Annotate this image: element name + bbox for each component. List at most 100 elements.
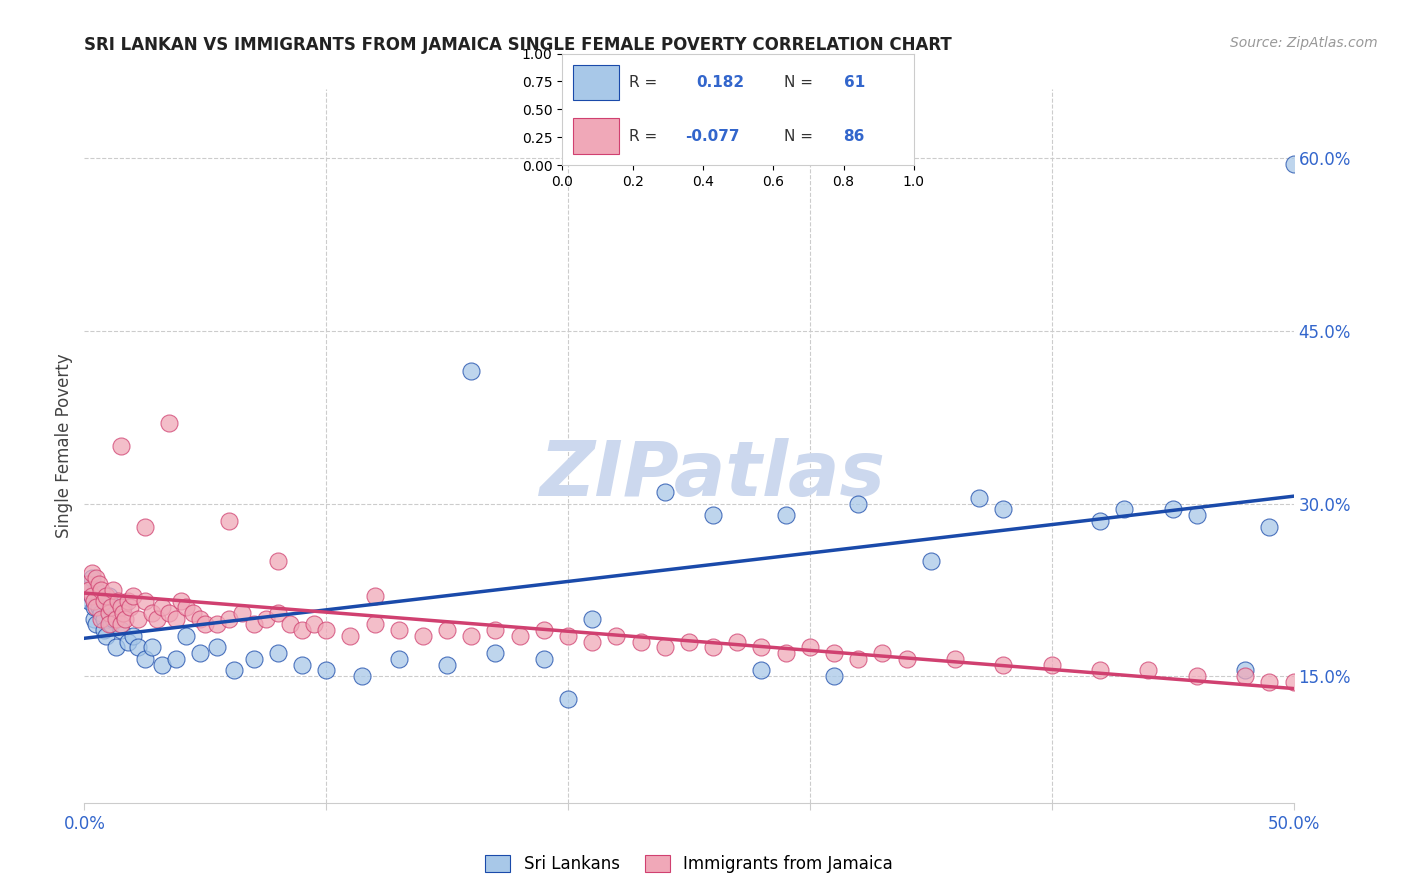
- Point: [97, 606, 120, 620]
- Point: [190, 646, 212, 660]
- Point: [630, 634, 652, 648]
- Point: [83, 594, 105, 608]
- Point: [460, 629, 482, 643]
- Bar: [574, 65, 619, 101]
- Point: [83, 600, 105, 615]
- Point: [267, 606, 290, 620]
- Point: [846, 652, 869, 666]
- Point: [775, 508, 797, 522]
- Point: [117, 594, 139, 608]
- Point: [823, 646, 845, 660]
- Point: [87, 600, 110, 615]
- Text: N =: N =: [785, 75, 813, 90]
- Point: [97, 617, 120, 632]
- Point: [103, 612, 125, 626]
- Point: [1161, 502, 1184, 516]
- Point: [218, 612, 240, 626]
- Y-axis label: Single Female Poverty: Single Female Poverty: [55, 354, 73, 538]
- Point: [1258, 519, 1281, 533]
- Point: [112, 600, 135, 615]
- Point: [605, 629, 627, 643]
- Point: [121, 589, 143, 603]
- Point: [110, 617, 132, 632]
- Text: Source: ZipAtlas.com: Source: ZipAtlas.com: [1230, 36, 1378, 50]
- Text: 86: 86: [844, 128, 865, 144]
- Point: [751, 640, 773, 655]
- Point: [823, 669, 845, 683]
- Point: [242, 617, 264, 632]
- Point: [100, 600, 122, 615]
- Point: [1040, 657, 1063, 672]
- Point: [90, 612, 112, 626]
- Point: [943, 652, 966, 666]
- Point: [1137, 664, 1160, 678]
- Point: [1282, 675, 1305, 690]
- Point: [80, 571, 103, 585]
- Point: [967, 491, 990, 505]
- Text: R =: R =: [630, 128, 658, 144]
- Point: [80, 566, 103, 580]
- Point: [1185, 669, 1208, 683]
- Point: [97, 600, 120, 615]
- Point: [207, 617, 229, 632]
- Point: [581, 634, 603, 648]
- Point: [104, 612, 127, 626]
- Point: [654, 485, 676, 500]
- Bar: [574, 119, 619, 154]
- Point: [254, 612, 277, 626]
- Point: [93, 623, 115, 637]
- Point: [134, 519, 156, 533]
- Point: [231, 606, 253, 620]
- Point: [436, 623, 458, 637]
- Point: [751, 664, 773, 678]
- Point: [725, 634, 748, 648]
- Text: R =: R =: [630, 75, 658, 90]
- Point: [157, 606, 180, 620]
- Point: [150, 600, 173, 615]
- Point: [174, 629, 197, 643]
- Point: [194, 617, 217, 632]
- Text: -0.077: -0.077: [686, 128, 740, 144]
- Point: [846, 497, 869, 511]
- Point: [291, 623, 314, 637]
- Point: [190, 612, 212, 626]
- Point: [93, 594, 115, 608]
- Point: [83, 612, 105, 626]
- Point: [267, 646, 290, 660]
- Point: [87, 594, 110, 608]
- Point: [1114, 502, 1136, 516]
- Point: [557, 629, 579, 643]
- Text: N =: N =: [785, 128, 813, 144]
- Point: [86, 600, 108, 615]
- Point: [97, 589, 120, 603]
- Point: [174, 600, 197, 615]
- Point: [388, 623, 411, 637]
- Point: [339, 629, 361, 643]
- Point: [363, 589, 385, 603]
- Point: [533, 652, 555, 666]
- Point: [799, 640, 821, 655]
- Point: [94, 589, 117, 603]
- Point: [412, 629, 434, 643]
- Point: [80, 589, 103, 603]
- Point: [157, 416, 180, 430]
- Point: [100, 617, 122, 632]
- Point: [170, 594, 193, 608]
- Point: [702, 508, 724, 522]
- Point: [315, 623, 337, 637]
- Point: [87, 577, 110, 591]
- Point: [76, 577, 98, 591]
- Point: [77, 582, 100, 597]
- Text: ZIPatlas: ZIPatlas: [540, 438, 886, 511]
- Point: [110, 439, 132, 453]
- Point: [110, 600, 132, 615]
- Point: [775, 646, 797, 660]
- Point: [112, 606, 135, 620]
- Point: [104, 640, 127, 655]
- Point: [1282, 157, 1305, 171]
- Point: [93, 612, 115, 626]
- Point: [86, 582, 108, 597]
- Point: [224, 664, 246, 678]
- Point: [460, 364, 482, 378]
- Point: [1088, 514, 1111, 528]
